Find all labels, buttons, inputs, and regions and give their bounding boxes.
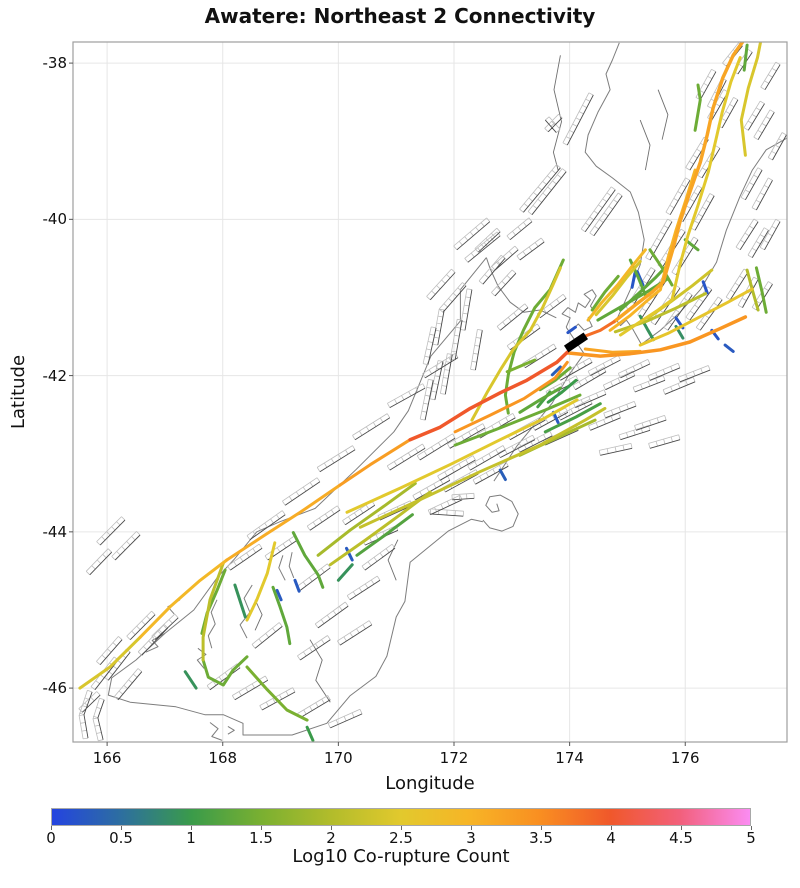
x-tick-label: 176 [670,749,700,767]
x-tick-label: 168 [208,749,238,767]
rupture-path [565,315,748,358]
rupture-path [619,56,742,337]
y-tick-label: -42 [42,366,68,385]
y-axis-label: Latitude [8,354,29,430]
rupture-path [336,563,354,582]
y-tick-label: -44 [42,522,68,541]
rupture-path [453,393,582,447]
rupture-path [619,263,670,312]
rupture-path [586,248,647,322]
colorbar-tick-label: 4 [606,829,616,847]
colorbar-tick-label: 0 [46,829,56,847]
colorbar-tick-label: 3.5 [529,829,553,847]
colorbar-tick-label: 3 [466,829,476,847]
rupture-path [723,343,735,353]
colorbar-tick-mark [401,826,402,830]
rupture-path [305,725,315,742]
colorbar-tick-label: 2 [326,829,336,847]
rupture-path [470,266,562,422]
rupture-path [245,541,277,622]
rupture-path [338,438,412,487]
rupture-path [630,271,637,289]
rupture-path [546,378,578,404]
rupture-path [355,513,414,557]
x-tick-label: 174 [555,749,584,767]
colorbar-tick-label: 2.5 [389,829,413,847]
rupture-path [693,83,702,132]
colorbar-tick-mark [191,826,192,830]
colorbar-tick-mark [331,826,332,830]
rupture-path [183,670,198,690]
rupture-path [754,266,768,314]
y-tick-label: -38 [42,54,68,73]
colorbar-tick-label: 1.5 [249,829,273,847]
rupture-path [505,358,537,374]
chart-title: Awatere: Northeast 2 Connectivity [204,4,596,28]
rupture-path [518,386,562,414]
x-tick-label: 170 [324,749,353,767]
rupture-path [345,398,579,514]
rupture-path [201,561,225,662]
colorbar-tick-label: 5 [746,829,756,847]
rupture-path [739,42,762,157]
y-tick-label: -46 [42,679,68,698]
map-canvas [69,41,788,746]
rupture-path [291,531,325,589]
colorbar-tick-mark [261,826,262,830]
colorbar-tick-mark [121,826,122,830]
colorbar-tick-mark [681,826,682,830]
colorbar-tick-mark [611,826,612,830]
rupture-path [701,280,709,295]
rupture-path [225,483,342,562]
rupture-path [498,468,507,481]
rupture-path [138,558,229,639]
colorbar-tick-label: 0.5 [109,829,133,847]
colorbar-tick-mark [751,826,752,830]
colorbar-label: Log10 Co-rupture Count [292,846,510,867]
rupture-path [78,635,142,690]
rupture-path [453,360,569,434]
rupture-path [271,585,292,646]
x-axis-label: Longitude [385,773,475,794]
rupture-path [245,665,309,722]
colorbar-tick-mark [51,826,52,830]
rupture-path [550,365,562,377]
colorbar [51,808,751,826]
rupture-path [275,588,283,602]
rupture-path [648,248,674,287]
colorbar-tick-mark [541,826,542,830]
highlight-fault [563,332,589,353]
rupture-path [538,366,572,392]
rupture-path [742,43,749,72]
rupture-path [201,655,249,687]
rupture-path [566,325,577,335]
rupture-path [594,260,642,317]
colorbar-tick-label: 1 [186,829,196,847]
colorbar-tick-mark [471,826,472,830]
colorbar-tick-label: 4.5 [669,829,693,847]
rupture-path [590,274,620,312]
rupture-path [316,481,417,557]
rupture-path [408,350,570,442]
rupture-path [584,320,616,338]
rupture-path [612,42,745,324]
rupture-path [583,347,642,354]
y-tick-label: -40 [42,210,68,229]
rupture-path [543,402,602,434]
x-tick-label: 172 [439,749,469,767]
rupture-path [345,546,354,562]
rupture-path [358,406,607,529]
x-tick-label: 166 [92,749,122,767]
rupture-path [638,287,754,347]
rupture-path [293,578,301,593]
rupture-path [233,583,247,619]
